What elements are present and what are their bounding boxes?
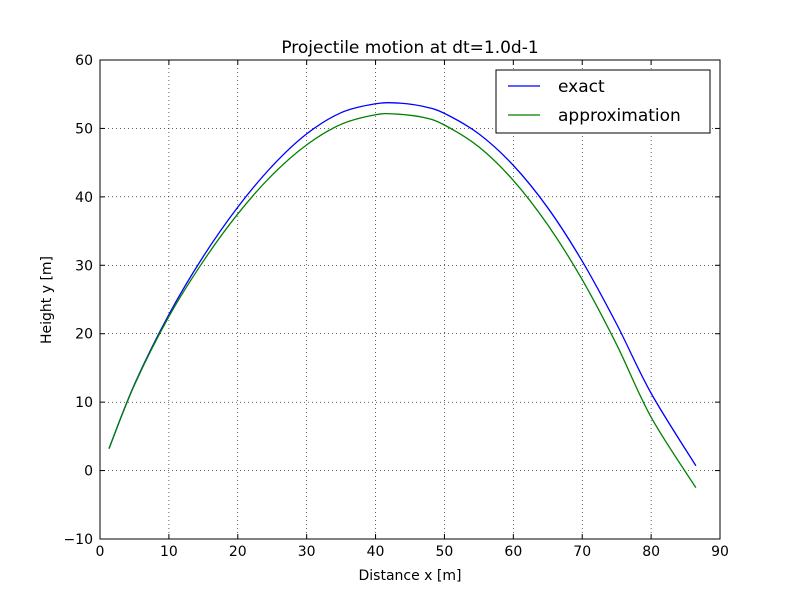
legend-label-approximation: approximation: [558, 106, 681, 126]
y-tick-label: 30: [75, 258, 93, 274]
x-axis-label: Distance x [m]: [359, 568, 462, 584]
x-tick-label: 40: [367, 544, 385, 560]
series-line-exact: [108, 102, 697, 467]
x-tick-label: 50: [436, 544, 454, 560]
y-tick-label: 10: [75, 395, 93, 411]
x-tick-label: 30: [298, 544, 316, 560]
legend: exact approximation: [495, 69, 711, 134]
x-tick-label: 60: [504, 544, 522, 560]
legend-box: [495, 69, 711, 134]
x-tick-label: 0: [96, 544, 105, 560]
series-layer: [108, 102, 697, 489]
y-tick-label: −10: [63, 532, 93, 548]
y-tick-label: 50: [75, 121, 93, 137]
y-tick-label: 60: [75, 53, 93, 69]
x-tick-label: 80: [642, 544, 660, 560]
y-tick-label: 40: [75, 190, 93, 206]
y-tick-label: 0: [84, 464, 93, 480]
series-line-approximation: [108, 112, 697, 489]
x-tick-label: 70: [573, 544, 591, 560]
y-axis-label: Height y [m]: [39, 256, 55, 344]
legend-label-exact: exact: [558, 77, 605, 97]
x-tick-label: 20: [229, 544, 247, 560]
y-tick-label: 20: [75, 327, 93, 343]
chart-title: Projectile motion at dt=1.0d-1: [281, 38, 538, 58]
x-tick-label: 10: [160, 544, 178, 560]
plot-frame: [99, 59, 721, 540]
plot-area: [100, 60, 720, 539]
x-tick-label: 90: [711, 544, 729, 560]
